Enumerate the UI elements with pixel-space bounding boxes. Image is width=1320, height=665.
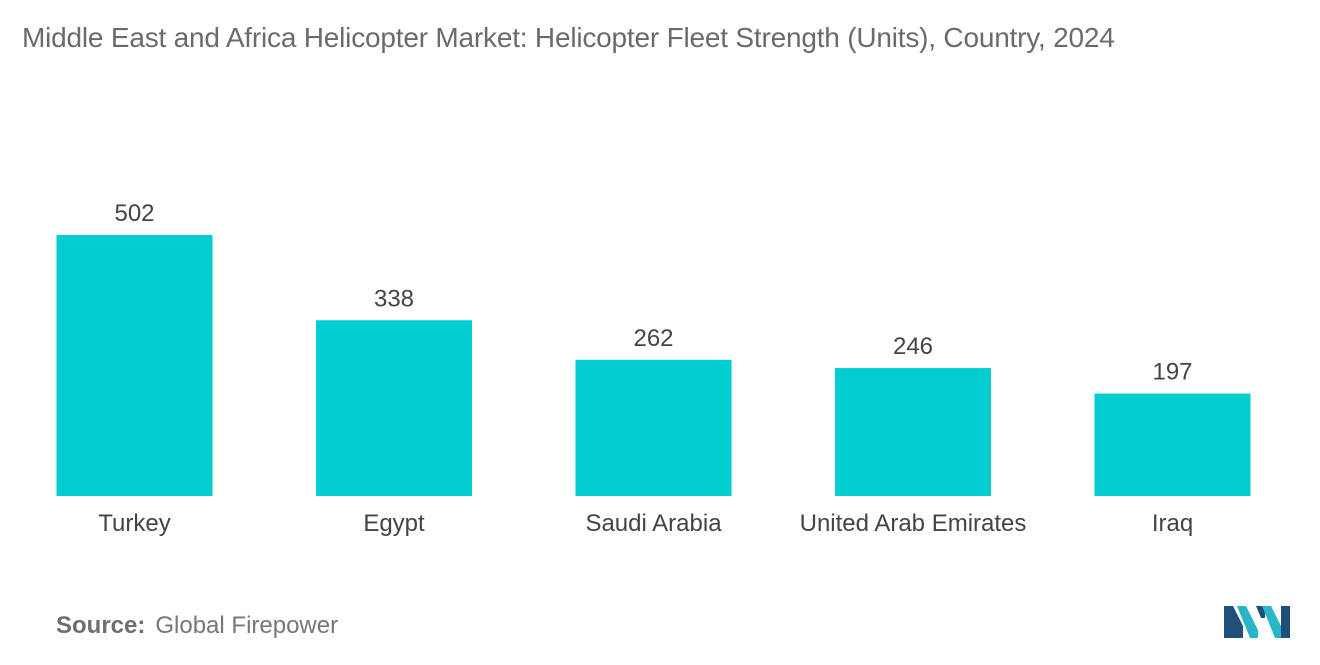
category-label-egypt: Egypt: [363, 510, 425, 537]
value-label-saudi-arabia: 262: [633, 325, 673, 352]
category-label-saudi-arabia: Saudi Arabia: [585, 510, 722, 537]
value-label-united-arab-emirates: 246: [893, 333, 933, 360]
bar-egypt: [316, 320, 472, 496]
chart-title: Middle East and Africa Helicopter Market…: [22, 22, 1115, 53]
logo-shape-2: [1237, 606, 1258, 638]
bars-group: [56, 235, 1251, 496]
source-note: Source: Global Firepower: [56, 612, 338, 640]
value-label-iraq: 197: [1152, 359, 1192, 386]
category-label-united-arab-emirates: United Arab Emirates: [800, 510, 1027, 537]
category-labels-group: Turkey Egypt Saudi Arabia United Arab Emira…: [98, 510, 1193, 537]
bar-turkey: [56, 235, 213, 496]
source-value: Global Firepower: [155, 612, 339, 639]
logo-shape-1: [1224, 606, 1243, 638]
bar-chart: 502 338 262 246 197 Turkey Egypt Saudi Arabia U…: [56, 200, 1251, 537]
bar-united-arab-emirates: [835, 368, 991, 496]
bar-saudi-arabia: [575, 359, 732, 496]
mordor-intelligence-logo-icon: [1224, 606, 1290, 638]
logo-shape-5: [1281, 606, 1290, 638]
bar-iraq: [1094, 393, 1251, 496]
value-label-egypt: 338: [374, 285, 414, 312]
logo-shape-4: [1262, 606, 1283, 638]
category-label-turkey: Turkey: [98, 510, 170, 537]
category-label-iraq: Iraq: [1152, 510, 1193, 537]
logo-shape-3: [1256, 606, 1265, 618]
value-labels-group: 502 338 262 246 197: [114, 200, 1192, 386]
source-label: Source:: [56, 612, 146, 639]
value-label-turkey: 502: [114, 200, 154, 227]
